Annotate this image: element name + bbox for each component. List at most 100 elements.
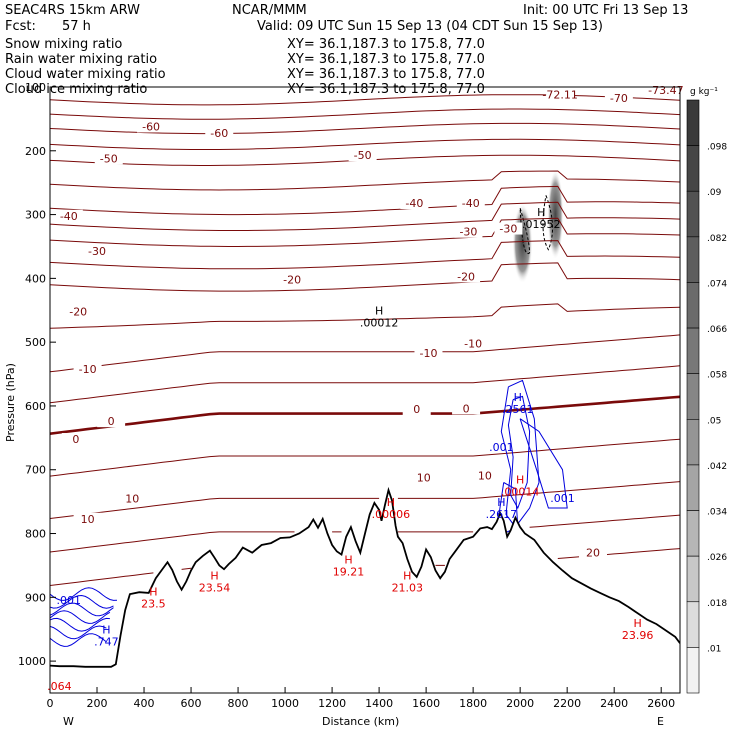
isotherm-contour bbox=[50, 303, 680, 329]
colorbar-label: .034 bbox=[707, 508, 727, 518]
cloud-water-contour bbox=[50, 602, 114, 617]
extremum-value: .01952 bbox=[522, 218, 561, 231]
temperature-label: 0 bbox=[413, 403, 420, 416]
cloud-water-contour bbox=[50, 633, 107, 647]
temperature-label: -40 bbox=[405, 197, 423, 210]
temperature-label: -73.47 bbox=[648, 84, 683, 97]
contour-label-bg bbox=[494, 222, 523, 235]
x-tick-label: 2200 bbox=[553, 697, 581, 710]
contour-labels: -72.11 -73.47 -70 -60 -60 -50 -50 -40 -40 -40 -30 -… bbox=[47, 84, 684, 693]
y-tick-label: 300 bbox=[25, 209, 46, 222]
extremum-mark: H bbox=[514, 391, 522, 404]
colorbar-label: .074 bbox=[707, 279, 727, 289]
fcst-label: Fcst: bbox=[5, 19, 36, 34]
contour-label-bg bbox=[402, 403, 431, 416]
terrain bbox=[50, 486, 680, 693]
extremum-value: 23.54 bbox=[199, 581, 231, 594]
temperature-label: -30 bbox=[499, 223, 517, 236]
colorbar-swatch bbox=[686, 464, 700, 511]
temperature-label: 10 bbox=[417, 471, 431, 484]
x-end-west: W bbox=[63, 715, 74, 728]
y-tick-label: 1000 bbox=[18, 655, 46, 668]
colorbar-label: .082 bbox=[707, 234, 727, 244]
temperature-label: -50 bbox=[354, 149, 372, 162]
extremum-value: .00014 bbox=[501, 486, 540, 499]
colorbar-label: .026 bbox=[707, 553, 727, 563]
contour-label-bg bbox=[459, 337, 488, 350]
temperature-label: -10 bbox=[419, 347, 437, 360]
temperature-label: -60 bbox=[142, 120, 160, 133]
temperature-label: -72.11 bbox=[542, 89, 577, 102]
extremum-value: .001 bbox=[57, 594, 82, 607]
isotherm-contour bbox=[50, 262, 680, 292]
colorbar-swatch bbox=[686, 647, 700, 694]
temperature-label: -30 bbox=[459, 226, 477, 239]
temperature-contours bbox=[50, 94, 680, 586]
cloud-water-contour bbox=[50, 594, 114, 609]
model-title: SEAC4RS 15km ARW bbox=[5, 3, 140, 18]
extremum-value: .064 bbox=[47, 680, 72, 693]
y-tick-label: 700 bbox=[25, 464, 46, 477]
extremum-mark: H bbox=[387, 496, 395, 509]
extremum-mark: H bbox=[102, 624, 110, 637]
y-tick-label: 400 bbox=[25, 272, 46, 285]
below-ground-mask bbox=[50, 490, 680, 693]
colorbar-label: .018 bbox=[707, 599, 727, 609]
isotherm-contour bbox=[50, 108, 680, 120]
x-tick-label: 0 bbox=[47, 697, 54, 710]
x-tick-label: 1800 bbox=[459, 697, 487, 710]
temperature-label: -60 bbox=[210, 127, 228, 140]
y-tick-label: 900 bbox=[25, 591, 46, 604]
isotherm-contour bbox=[50, 240, 680, 270]
contour-label-bg bbox=[400, 197, 429, 210]
contour-label-bg bbox=[118, 492, 147, 505]
x-tick-label: 1000 bbox=[271, 697, 299, 710]
colorbar: g kg⁻¹ .098 .09 .082 .074 .066 .058 .05 .042 .03… bbox=[686, 87, 727, 694]
x-tick-label: 600 bbox=[181, 697, 202, 710]
contour-label-bg bbox=[348, 149, 377, 162]
cloud-contours bbox=[50, 379, 568, 647]
colorbar-label: .042 bbox=[707, 462, 727, 472]
contour-label-bg bbox=[54, 209, 83, 222]
isotherm-contour bbox=[50, 481, 680, 519]
contour-label-bg bbox=[205, 126, 234, 139]
org-label: NCAR/MMM bbox=[232, 3, 307, 18]
field-name-cloud-water: Cloud water mixing ratio bbox=[5, 67, 166, 82]
colorbar-swatch bbox=[686, 99, 700, 146]
contour-label-bg bbox=[456, 197, 485, 210]
freezing-level-contour bbox=[50, 395, 680, 435]
colorbar-label: .01 bbox=[707, 644, 721, 654]
contour-label-bg bbox=[73, 512, 102, 525]
field-name-snow: Snow mixing ratio bbox=[5, 37, 122, 52]
contour-label-bg bbox=[94, 152, 123, 165]
fcst-value: 57 h bbox=[62, 19, 91, 34]
isotherm-contour bbox=[50, 201, 680, 231]
temperature-label: -20 bbox=[457, 270, 475, 283]
snow-contour bbox=[519, 208, 531, 255]
x-tick-label: 400 bbox=[134, 697, 155, 710]
contour-label-bg bbox=[97, 415, 126, 428]
extremum-value: .001 bbox=[550, 492, 575, 505]
colorbar-swatch bbox=[686, 145, 700, 192]
extremum-mark: H bbox=[210, 569, 218, 582]
y-tick-label: 500 bbox=[25, 336, 46, 349]
contour-label-bg bbox=[579, 546, 608, 559]
colorbar-label: .05 bbox=[707, 416, 721, 426]
contour-label-bg bbox=[452, 270, 481, 283]
contour-label-bg bbox=[546, 88, 575, 101]
y-tick-label: 100 bbox=[25, 81, 46, 94]
extremum-value: .2561 bbox=[502, 403, 534, 416]
field-xy-cloud-water: XY= 36.1,187.3 to 175.8, 77.0 bbox=[287, 67, 485, 82]
temperature-label: -10 bbox=[79, 363, 97, 376]
contour-label-bg bbox=[278, 273, 307, 286]
contour-label-bg bbox=[414, 346, 443, 359]
axes: 0 200 400 600 800 1000 1200 1400 1600 1800 2000 220… bbox=[18, 81, 675, 710]
extremum-value: .00006 bbox=[372, 508, 411, 521]
isotherm-contour bbox=[50, 438, 680, 477]
extremum-value: 23.5 bbox=[141, 597, 166, 610]
extremum-value: .747 bbox=[94, 636, 119, 649]
colorbar-label: .098 bbox=[707, 143, 727, 153]
temperature-label: 10 bbox=[81, 513, 95, 526]
isotherm-contour bbox=[50, 514, 680, 553]
